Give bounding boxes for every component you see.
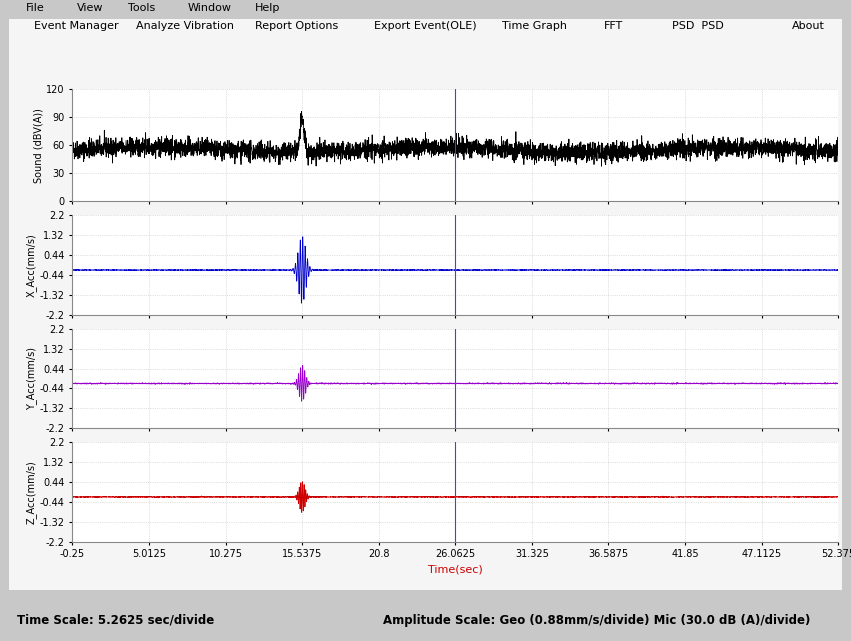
X-axis label: Time(sec): Time(sec) — [428, 565, 483, 575]
Text: Tools: Tools — [128, 3, 155, 13]
Y-axis label: Sound (dBV(A)): Sound (dBV(A)) — [33, 108, 43, 183]
Text: About: About — [791, 21, 825, 31]
Text: Time Graph: Time Graph — [502, 21, 567, 31]
Text: Time Scale: 5.2625 sec/divide: Time Scale: 5.2625 sec/divide — [17, 613, 214, 627]
Y-axis label: Z_Acc(mm/s): Z_Acc(mm/s) — [26, 460, 37, 524]
Y-axis label: Y_Acc(mm/s): Y_Acc(mm/s) — [26, 347, 37, 410]
Text: Amplitude Scale: Geo (0.88mm/s/divide) Mic (30.0 dB (A)/divide): Amplitude Scale: Geo (0.88mm/s/divide) M… — [383, 613, 810, 627]
Text: File: File — [26, 3, 44, 13]
Y-axis label: X_Acc(mm/s): X_Acc(mm/s) — [26, 233, 37, 297]
Text: PSD  PSD: PSD PSD — [672, 21, 724, 31]
Text: Export Event(OLE): Export Event(OLE) — [374, 21, 477, 31]
Text: View: View — [77, 3, 103, 13]
Text: Report Options: Report Options — [255, 21, 339, 31]
Text: Help: Help — [255, 3, 281, 13]
Text: Window: Window — [187, 3, 231, 13]
FancyBboxPatch shape — [4, 17, 847, 592]
Text: Event Manager: Event Manager — [34, 21, 118, 31]
Text: Analyze Vibration: Analyze Vibration — [136, 21, 234, 31]
Text: FFT: FFT — [604, 21, 624, 31]
